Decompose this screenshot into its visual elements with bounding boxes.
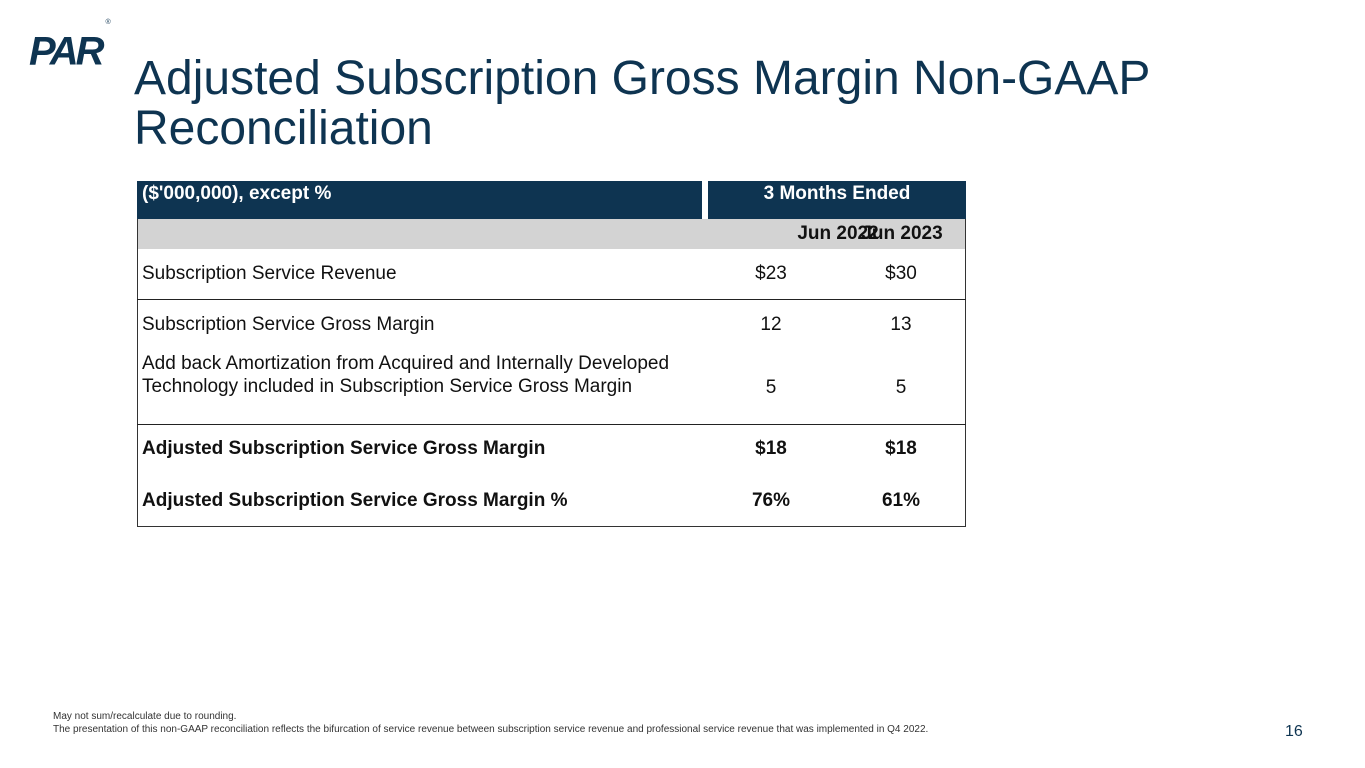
row-value-2023: 13 bbox=[890, 314, 912, 335]
row-value-2023: 5 bbox=[895, 377, 907, 398]
page-title: Adjusted Subscription Gross Margin Non-G… bbox=[134, 52, 1150, 155]
row-value-2022: 76% bbox=[751, 490, 791, 511]
table-header: ($'000,000), except % 3 Months Ended bbox=[137, 181, 966, 219]
par-logo: PAR® bbox=[29, 19, 111, 74]
table-left-border bbox=[137, 219, 138, 527]
row-value-2022: $23 bbox=[755, 263, 787, 284]
page-number: 16 bbox=[1285, 723, 1303, 740]
footnote: May not sum/recalculate due to rounding. bbox=[53, 711, 237, 722]
row-value-2023: $30 bbox=[885, 263, 917, 284]
row-value-2022: 5 bbox=[765, 377, 777, 398]
row-value-2022: $18 bbox=[755, 438, 787, 459]
table-bottom-border bbox=[137, 526, 966, 527]
footnotes: May not sum/recalculate due to rounding.… bbox=[53, 710, 928, 736]
header-units: ($'000,000), except % bbox=[137, 181, 702, 219]
row-divider bbox=[137, 424, 966, 425]
row-divider bbox=[137, 299, 966, 300]
col-jun-2023: Jun 2023 bbox=[861, 223, 943, 244]
row-label: Adjusted Subscription Service Gross Marg… bbox=[142, 438, 546, 459]
column-header-row: Jun 2022 Jun 2023 bbox=[137, 219, 966, 249]
row-label: Add back Amortization from Acquired and … bbox=[142, 353, 670, 397]
row-label: Subscription Service Revenue bbox=[142, 263, 397, 284]
row-label: Adjusted Subscription Service Gross Marg… bbox=[142, 490, 568, 511]
row-value-2022: 12 bbox=[760, 314, 782, 335]
row-value-2023: 61% bbox=[881, 490, 921, 511]
row-value-2023: $18 bbox=[885, 438, 917, 459]
footnote: The presentation of this non-GAAP reconc… bbox=[53, 724, 929, 735]
header-period: 3 Months Ended bbox=[708, 181, 966, 219]
table-right-border bbox=[965, 219, 966, 527]
col-jun-2022: Jun 2022 bbox=[797, 223, 879, 244]
row-label: Subscription Service Gross Margin bbox=[142, 314, 435, 335]
